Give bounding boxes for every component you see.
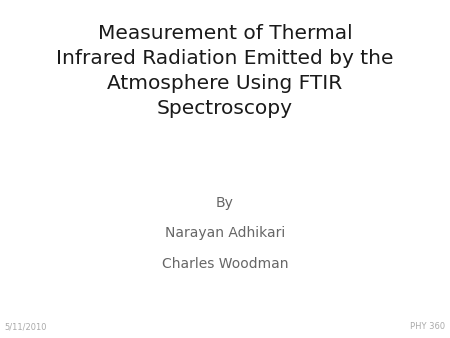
Text: By: By <box>216 196 234 210</box>
Text: Narayan Adhikari: Narayan Adhikari <box>165 226 285 240</box>
Text: 5/11/2010: 5/11/2010 <box>4 322 47 331</box>
Text: PHY 360: PHY 360 <box>410 322 446 331</box>
Text: Measurement of Thermal
Infrared Radiation Emitted by the
Atmosphere Using FTIR
S: Measurement of Thermal Infrared Radiatio… <box>56 24 394 118</box>
Text: Charles Woodman: Charles Woodman <box>162 257 288 271</box>
